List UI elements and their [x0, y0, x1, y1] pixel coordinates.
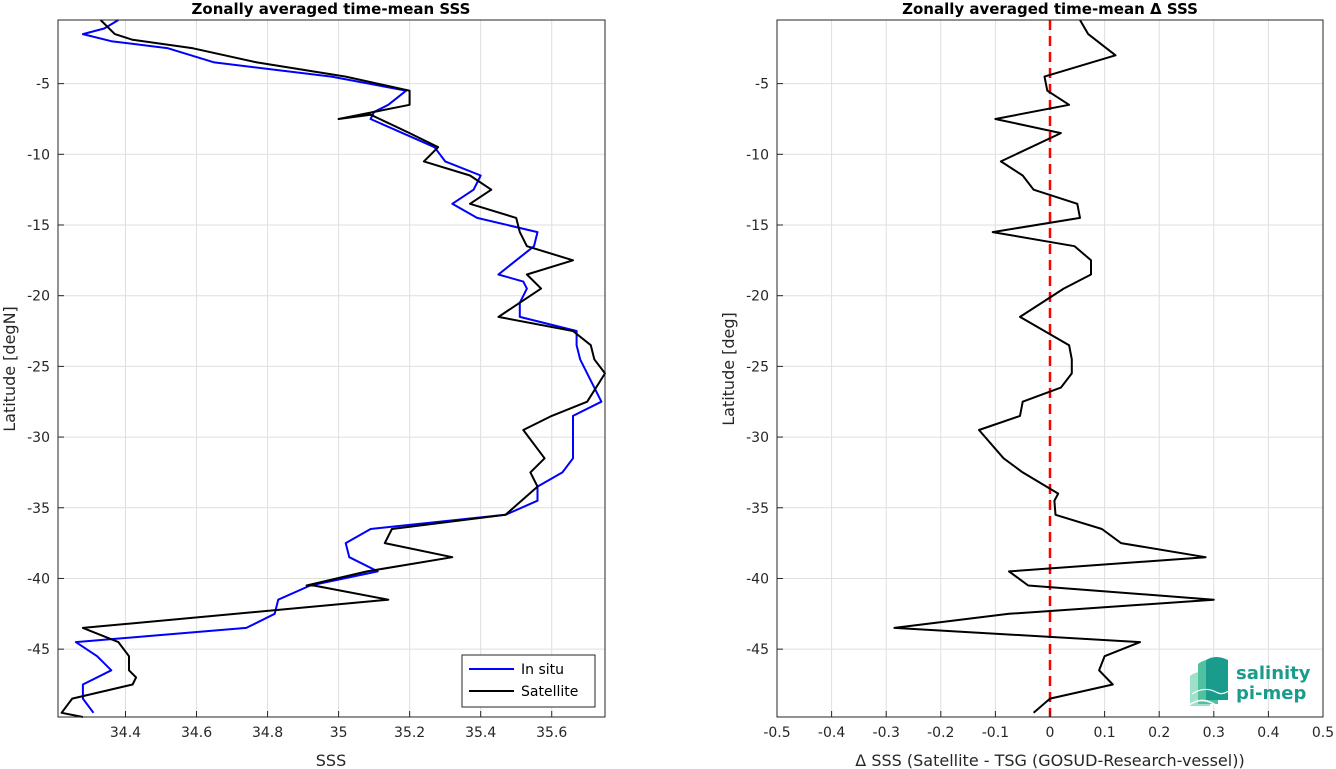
right-y-tick-label: -35: [746, 501, 769, 517]
left-x-tick-label: 34.4: [110, 725, 141, 741]
right-chart: -0.5 -0.4 -0.3 -0.2 -0.1 0 0.1 0.2 0.3 0.4 0.5 -5 -1…: [719, 0, 1334, 769]
left-x-tick-label: 35: [330, 725, 348, 741]
left-chart-title: Zonally averaged time-mean SSS: [192, 0, 471, 18]
left-x-axis-label: SSS: [316, 751, 346, 769]
left-plot-area: [58, 20, 605, 717]
left-chart: 34.4 34.6 34.8 35 35.2 35.4 35.6 -5 -10 -15 -20 -25…: [0, 0, 606, 769]
right-y-tick-label: -45: [746, 642, 769, 658]
left-axes-frame: [57, 19, 606, 718]
right-x-tick-label: -0.3: [873, 725, 900, 741]
left-ticks: 34.4 34.6 34.8 35 35.2 35.4 35.6 -5 -10 -15 -20 -25…: [27, 77, 567, 741]
waves-icon: [1187, 657, 1231, 707]
right-series-line-delta-sss: [893, 19, 1215, 714]
left-y-tick-label: -35: [27, 501, 50, 517]
right-y-axis-label: Latitude [deg]: [719, 312, 738, 426]
left-x-tick-label: 35.4: [465, 725, 496, 741]
salinity-pi-mep-logo: salinity pi-mep: [1187, 657, 1311, 707]
right-y-tick-label: -30: [746, 430, 769, 446]
logo-text-line1: salinity: [1236, 663, 1311, 684]
left-y-tick-label: -15: [27, 218, 50, 234]
right-x-tick-label: -0.2: [927, 725, 954, 741]
right-x-tick-label: 0.1: [1093, 725, 1115, 741]
left-series-line-in-situ: [74, 19, 603, 714]
left-series-line-satellite: [60, 19, 606, 718]
right-x-tick-label: 0.3: [1203, 725, 1225, 741]
left-y-tick-label: -5: [36, 77, 50, 93]
right-x-tick-label: 0.5: [1312, 725, 1334, 741]
right-x-axis-label: Δ SSS (Satellite - TSG (GOSUD-Research-v…: [855, 751, 1244, 769]
right-y-tick-label: -15: [746, 218, 769, 234]
left-legend: In situ Satellite: [461, 654, 596, 708]
left-y-tick-label: -45: [27, 642, 50, 658]
right-y-tick-label: -40: [746, 571, 769, 587]
legend-box: [461, 654, 596, 708]
left-series-group: [60, 19, 606, 718]
right-y-tick-label: -5: [755, 77, 769, 93]
right-y-tick-label: -20: [746, 289, 769, 305]
left-y-tick-label: -10: [27, 147, 50, 163]
logo-text-line2: pi-mep: [1236, 683, 1306, 704]
left-y-tick-label: -20: [27, 289, 50, 305]
right-y-tick-label: -10: [746, 147, 769, 163]
left-x-tick-label: 34.6: [181, 725, 212, 741]
right-x-tick-label: 0.2: [1148, 725, 1170, 741]
right-series-group: [893, 19, 1215, 717]
left-y-axis-label: Latitude [degN]: [0, 306, 19, 432]
left-y-tick-label: -25: [27, 359, 50, 375]
left-x-tick-label: 35.6: [536, 725, 567, 741]
legend-label-satellite: Satellite: [521, 684, 578, 700]
right-x-tick-label: -0.5: [763, 725, 790, 741]
right-chart-title: Zonally averaged time-mean Δ SSS: [902, 0, 1198, 18]
left-x-tick-label: 34.8: [252, 725, 283, 741]
left-y-tick-label: -40: [27, 571, 50, 587]
left-y-tick-label: -30: [27, 430, 50, 446]
right-x-tick-label: 0: [1046, 725, 1055, 741]
right-ticks: -0.5 -0.4 -0.3 -0.2 -0.1 0 0.1 0.2 0.3 0.4 0.5 -5 -1…: [746, 77, 1334, 741]
right-y-tick-label: -25: [746, 359, 769, 375]
left-x-tick-label: 35.2: [394, 725, 425, 741]
right-x-tick-label: -0.4: [818, 725, 845, 741]
right-x-tick-label: -0.1: [982, 725, 1009, 741]
legend-label-in-situ: In situ: [521, 662, 564, 678]
right-x-tick-label: 0.4: [1257, 725, 1279, 741]
